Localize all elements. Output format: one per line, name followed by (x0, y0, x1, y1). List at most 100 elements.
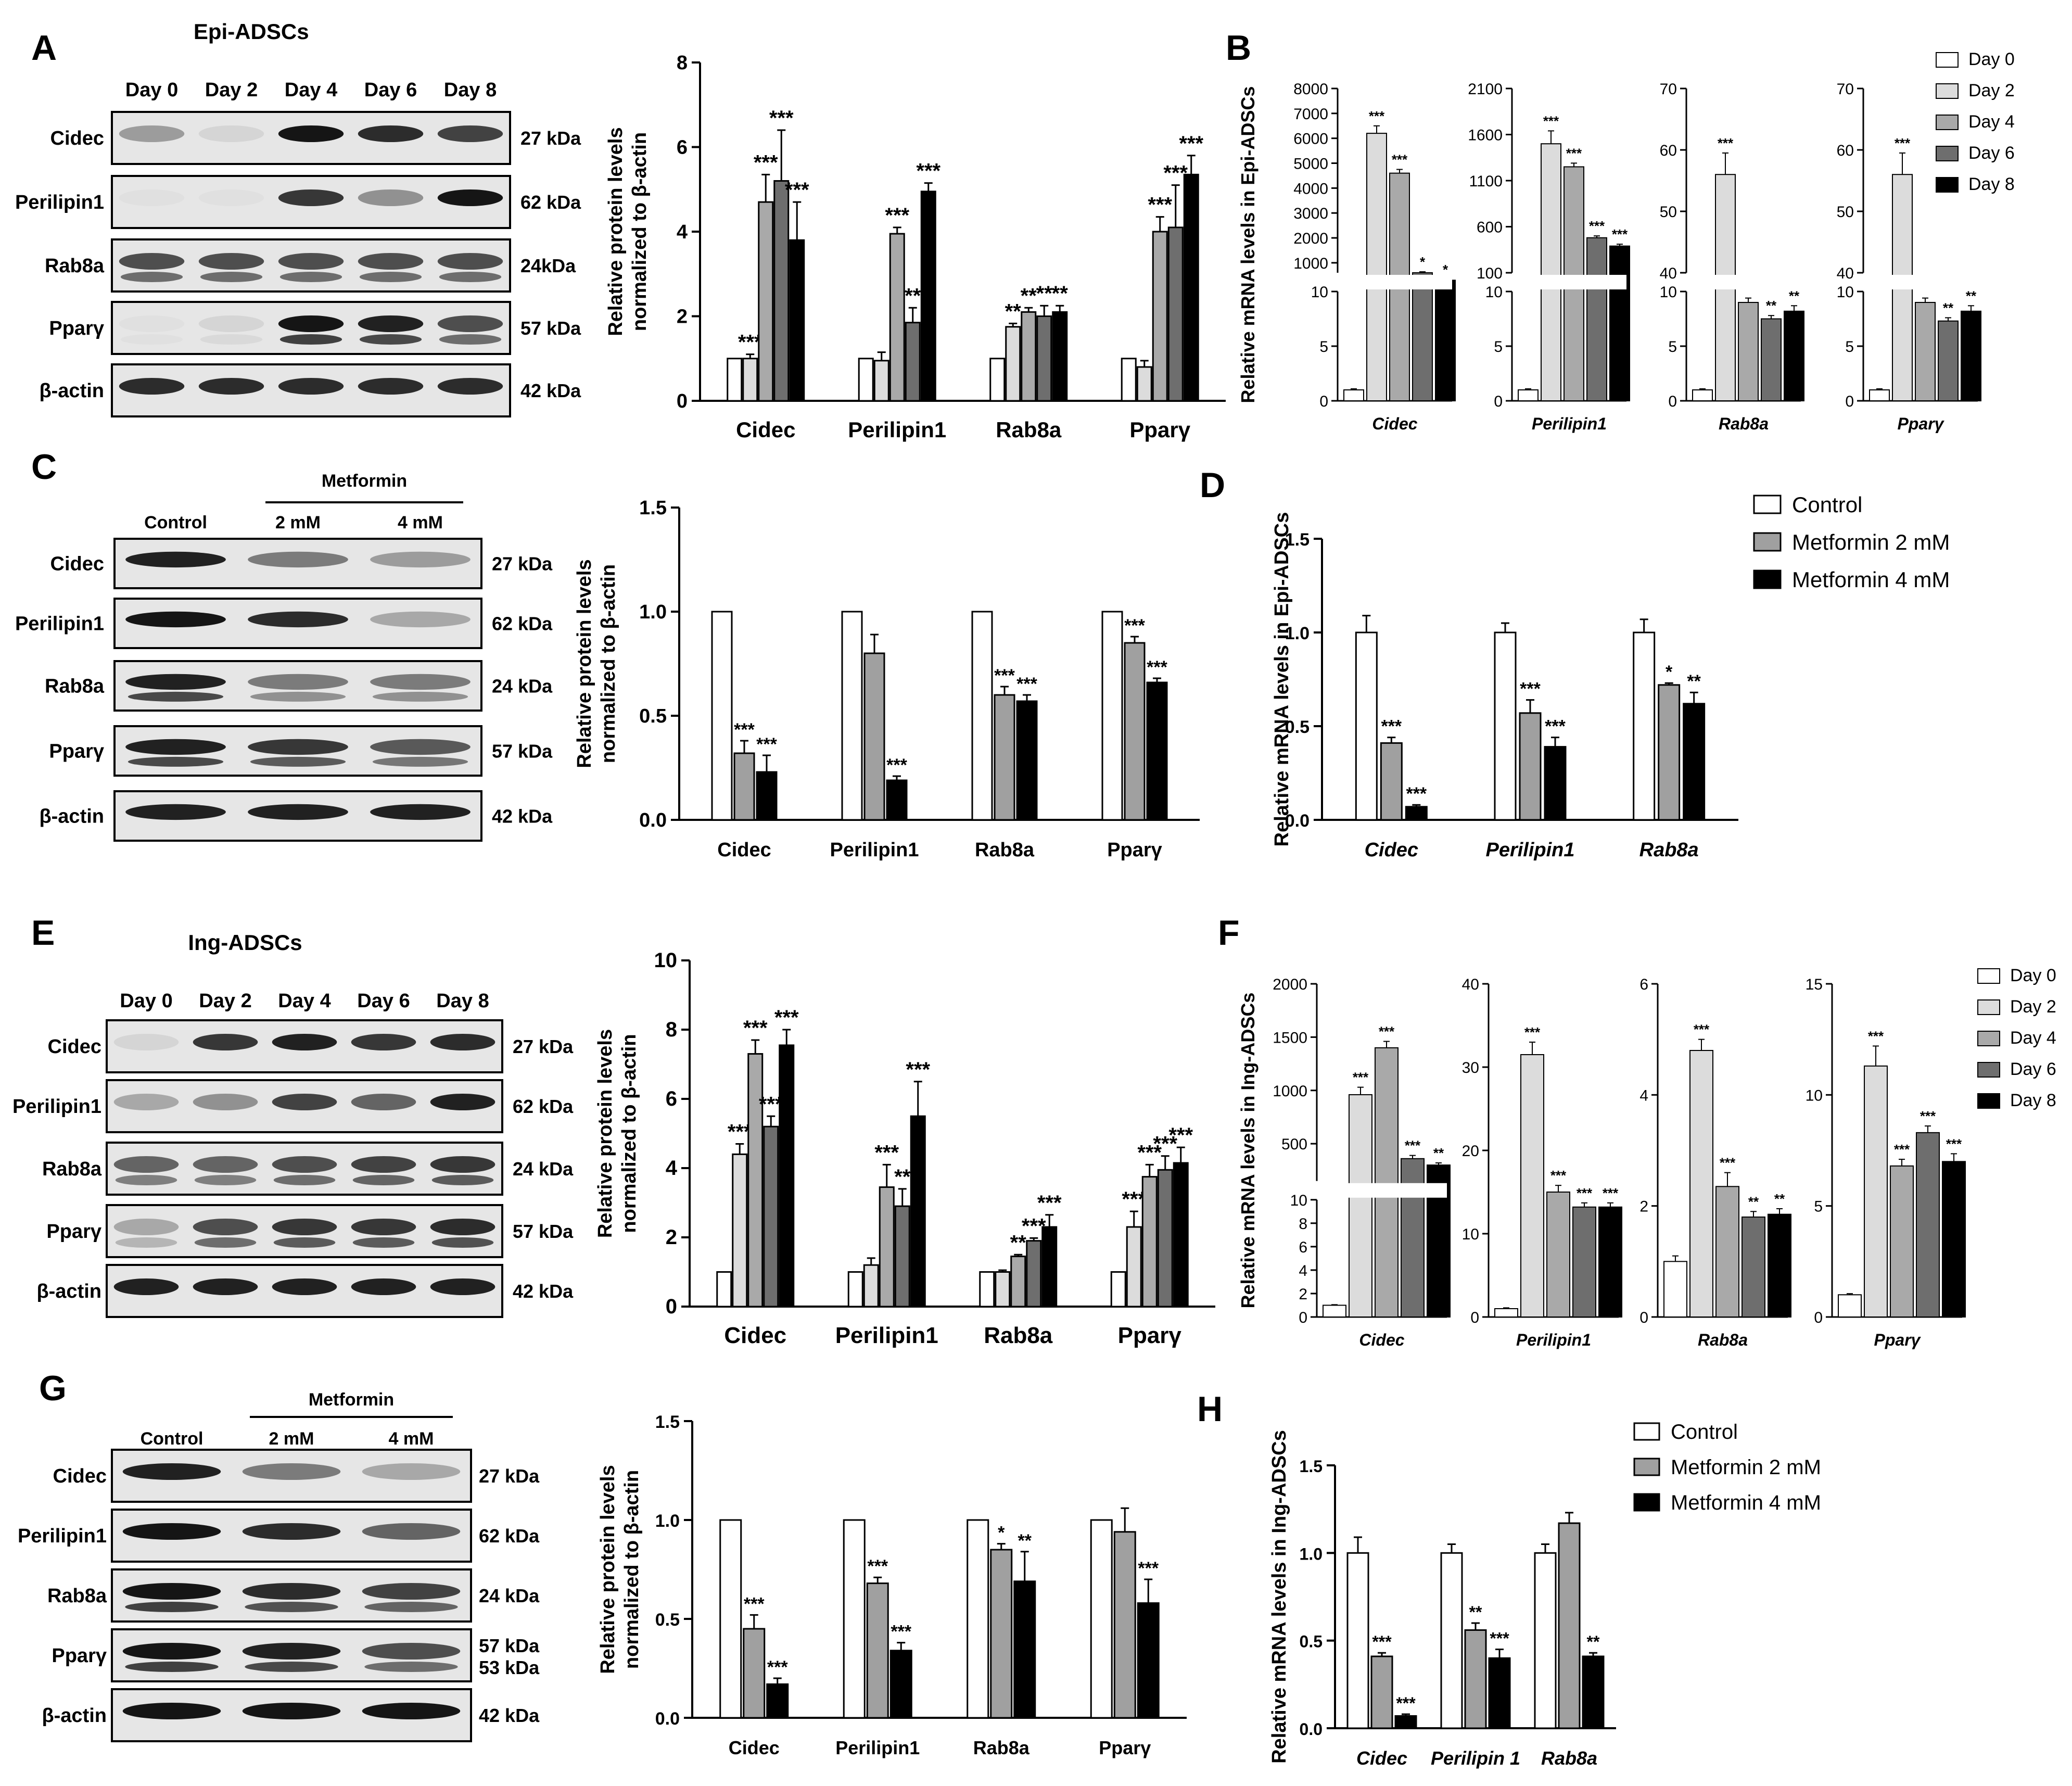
protein-name: Perilipin1 (15, 613, 104, 635)
blot-row-3: Pparγ 57 kDa (46, 1204, 574, 1258)
protein-band (119, 315, 185, 332)
y-axis-label: Relative mRNA levels in Ing-ADSCs (1268, 1430, 1290, 1764)
y-tick-label: 6 (677, 137, 688, 159)
protein-name: Cidec (53, 1465, 107, 1487)
y-tick-label: 10 (1806, 1087, 1823, 1104)
significance-mark: * (1420, 254, 1426, 270)
y-tick-label: 1000 (1273, 1083, 1307, 1100)
protein-band (364, 1662, 458, 1672)
lane-label: 2 mM (275, 513, 321, 533)
bar (910, 1115, 926, 1308)
significance-mark: *** (1895, 135, 1911, 151)
protein-band (431, 1237, 494, 1248)
protein-band (113, 1278, 179, 1295)
protein-band (198, 189, 264, 206)
significance-mark: ** (905, 284, 921, 307)
chart-H-mrna: 0.0 0.5 1.0 1.5 Relative mRNA levels in Ing-… (1268, 1430, 1616, 1769)
y-tick-label: 70 (1660, 81, 1677, 98)
protein-band (372, 756, 468, 767)
significance-mark: *** (916, 160, 940, 183)
significance-mark: ** (1036, 282, 1053, 305)
y-tick-label: 4 (1299, 1262, 1307, 1280)
protein-band (278, 189, 344, 206)
bar (971, 611, 993, 821)
y-tick-label: 30 (1462, 1059, 1479, 1076)
legend-entry: Day 8 (1968, 174, 2015, 194)
x-category-label: Rab8a (1719, 414, 1769, 433)
x-category-label: Perilipin1 (835, 1737, 920, 1758)
bar (920, 191, 936, 402)
chart-A-protein: 0 2 4 6 8 Relative protein levels normalized t… (605, 52, 1226, 442)
significance-mark: *** (1589, 218, 1605, 234)
legend-entry: Day 2 (1968, 81, 2015, 100)
blot-row-2: Rab8a 24 kDa (47, 1568, 540, 1623)
blot-row-2: Rab8a 24 kDa (42, 1142, 574, 1196)
significance-mark: *** (1545, 717, 1566, 737)
significance-mark: *** (1372, 1632, 1392, 1651)
y-axis-label: Relative mRNA levels in Epi-ADSCs (1271, 512, 1293, 847)
legend-swatch (1977, 1031, 2000, 1046)
legend-entry: Metformin 2 mM (1792, 530, 1950, 554)
blot-row-2: Rab8a 24kDa (45, 238, 576, 293)
lane-label: Day 0 (125, 79, 178, 101)
significance-mark: * (998, 1523, 1005, 1543)
molecular-weight: 24kDa (520, 255, 576, 276)
bar (756, 771, 778, 821)
x-category-label: Perilipin 1 (1431, 1747, 1520, 1769)
bar (1518, 389, 1539, 401)
protein-name: β-actin (39, 380, 104, 402)
blot-panel-c: Metformin Control 2 mM 4 mM Cidec 27 kDa Peril… (15, 471, 553, 842)
y-tick-label: 0.5 (1285, 717, 1310, 737)
legend-swatch (1936, 177, 1959, 193)
protein-name: Cidec (50, 553, 104, 575)
significance-mark: *** (1392, 151, 1408, 167)
y-axis-label: Relative protein levels (605, 127, 627, 336)
lane-label: Control (144, 513, 207, 533)
y-tick-label: 0 (677, 390, 688, 412)
protein-name: Pparγ (52, 1645, 107, 1667)
protein-band (115, 1175, 177, 1185)
blot-title: Epi-ADSCs (194, 19, 309, 44)
significance-mark: ** (1021, 284, 1037, 307)
bar (732, 1153, 748, 1308)
protein-band (119, 253, 185, 270)
bar (716, 1271, 732, 1308)
y-tick-label: 0 (1845, 393, 1854, 410)
bar (719, 1519, 742, 1719)
protein-band (273, 1237, 336, 1248)
lane-label: Day 0 (120, 990, 172, 1012)
significance-mark: *** (1405, 1138, 1421, 1154)
bar (1961, 310, 1981, 401)
significance-mark: ** (1766, 298, 1777, 313)
significance-mark: *** (1718, 135, 1734, 151)
x-category-label: Rab8a (1698, 1331, 1748, 1349)
significance-mark: ** (1433, 1145, 1444, 1161)
y-tick-label: 6000 (1293, 131, 1328, 148)
significance-mark: *** (1124, 616, 1145, 636)
y-axis-label: normalized to β-actin (629, 132, 651, 331)
legend-d: Control Metformin 2 mM Metformin 4 mM (1753, 492, 1950, 592)
protein-band (193, 1034, 258, 1050)
y-tick-label: 60 (1837, 142, 1854, 159)
y-tick-label: 5000 (1293, 156, 1328, 173)
lane-label: 4 mM (389, 1429, 434, 1449)
protein-band (430, 1034, 495, 1050)
y-tick-label: 1.0 (1285, 624, 1310, 643)
protein-band (437, 378, 503, 395)
protein-band (352, 1175, 415, 1185)
bar (1366, 133, 1387, 401)
legend-entry: Control (1792, 492, 1862, 517)
y-tick-label: 2 (666, 1226, 677, 1249)
bar (1036, 315, 1052, 402)
protein-name: Pparγ (49, 318, 104, 339)
bar (1435, 280, 1456, 402)
blot-panel-e: Ing-ADSCs Day 0 Day 2 Day 4 Day 6 Day 8 Cidec 2… (12, 930, 574, 1318)
lane-label: Day 8 (444, 79, 497, 101)
blot-row-4: β-actin 42 kDa (39, 363, 581, 417)
y-tick-label: 2 (1639, 1198, 1648, 1215)
legend-entry: Day 4 (2010, 1028, 2056, 1048)
protein-band (272, 1034, 337, 1050)
